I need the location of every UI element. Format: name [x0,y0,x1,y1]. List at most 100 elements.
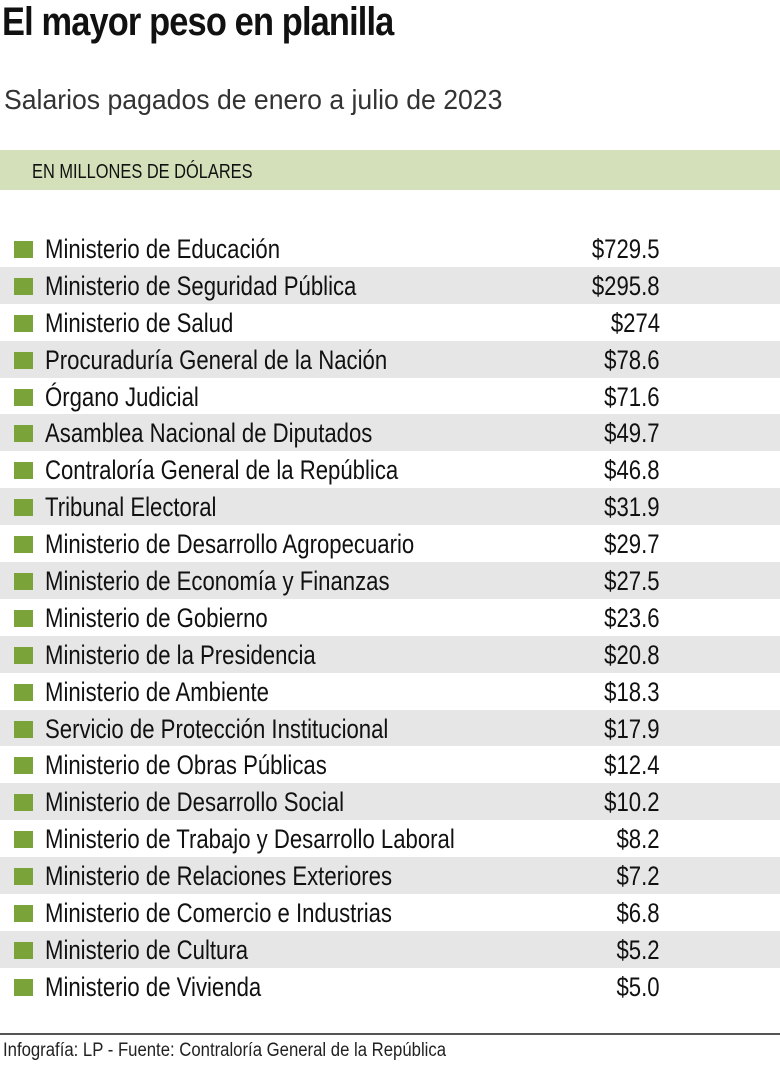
table-row: Contraloría General de la República $46.… [0,451,780,488]
chart-subtitle: Salarios pagados de enero a julio de 202… [4,84,529,116]
row-value-text: $729.5 [592,234,660,264]
row-value-text: $5.2 [616,934,660,965]
table-row: Ministerio de Educación $729.5 [0,230,780,267]
marker-square-icon [14,868,33,886]
table-row: Ministerio de la Presidencia $20.8 [0,635,780,673]
row-label: Ministerio de Trabajo y Desarrollo Labor… [45,824,545,855]
row-value-text: $7.2 [616,861,660,892]
row-value: $295.8 [577,271,660,302]
row-value: $20.8 [592,640,660,671]
row-label: Asamblea Nacional de Diputados [45,418,444,449]
marker-square-icon [14,573,33,591]
table-row: Procuraduría General de la Nación $78.6 [0,340,780,378]
marker-square-icon [14,425,33,443]
row-label: Ministerio de Salud [45,308,275,339]
row-value: $27.5 [592,566,660,597]
row-value-text: $31.9 [604,492,660,523]
unit-text: EN MILLONES DE DÓLARES [32,161,253,183]
table-row: Asamblea Nacional de Diputados $49.7 [0,414,780,452]
table-row: Ministerio de Vivienda $5.0 [0,968,780,1005]
row-label: Ministerio de la Presidencia [45,640,375,671]
table-row: Ministerio de Trabajo y Desarrollo Labor… [0,820,780,857]
row-label-text: Ministerio de Comercio e Industrias [45,898,393,929]
marker-square-icon [14,720,33,738]
table-row: Ministerio de Gobierno $23.6 [0,599,780,636]
row-label: Ministerio de Educación [45,234,332,265]
row-label: Ministerio de Cultura [45,935,293,966]
row-label-text: Servicio de Protección Institucional [45,713,389,744]
row-value-text: $8.2 [616,824,660,855]
row-label-text: Ministerio de Ambiente [45,676,269,707]
row-label-text: Ministerio de Vivienda [45,971,262,1002]
row-label-text: Ministerio de Obras Públicas [45,750,327,781]
row-label: Ministerio de Gobierno [45,603,317,634]
marker-square-icon [14,941,33,959]
row-label: Procuraduría General de la Nación [45,345,462,376]
row-value-text: $20.8 [604,639,660,670]
row-value-text: $46.8 [604,455,660,486]
row-value-text: $12.4 [604,750,660,781]
row-value: $10.2 [592,787,660,818]
row-label-text: Ministerio de Salud [45,307,234,338]
row-value: $23.6 [592,603,660,634]
table-row: Ministerio de Seguridad Pública $295.8 [0,266,780,304]
row-label: Ministerio de Relaciones Exteriores [45,861,468,892]
row-value: $78.6 [592,345,660,376]
row-value-text: $29.7 [604,529,660,560]
marker-square-icon [14,646,33,664]
row-value: $5.2 [607,935,660,966]
marker-square-icon [14,905,33,923]
row-value: $31.9 [592,492,660,523]
unit-label: EN MILLONES DE DÓLARES [32,161,301,184]
row-value-text: $71.6 [604,381,660,412]
row-value: $12.4 [592,750,660,781]
row-value: $6.8 [607,898,660,929]
row-label-text: Ministerio de Relaciones Exteriores [45,861,393,892]
row-label: Órgano Judicial [45,382,233,413]
row-value-text: $78.6 [604,344,660,375]
row-value: $5.0 [607,972,660,1003]
row-value-text: $49.7 [604,418,660,449]
title-text: El mayor peso en planilla [2,0,394,44]
footer-text: Infografía: LP - Fuente: Contraloría Gen… [3,1040,447,1061]
marker-square-icon [14,831,33,849]
row-label: Ministerio de Seguridad Pública [45,271,425,302]
row-label-text: Procuraduría General de la Nación [45,344,388,375]
marker-square-icon [14,757,33,775]
table-row: Ministerio de Desarrollo Social $10.2 [0,783,780,821]
row-value-text: $5.0 [616,971,660,1002]
row-value: $46.8 [592,455,660,486]
row-label-text: Tribunal Electoral [45,492,217,523]
row-value: $49.7 [592,418,660,449]
row-value-text: $23.6 [604,602,660,633]
table-row: Ministerio de Ambiente $18.3 [0,673,780,710]
row-value-text: $27.5 [604,566,660,597]
marker-square-icon [14,609,33,627]
row-value: $7.2 [607,861,660,892]
marker-square-icon [14,462,33,480]
row-value: $18.3 [592,677,660,708]
row-label: Servicio de Protección Institucional [45,714,464,745]
marker-square-icon [14,683,33,701]
row-value-text: $10.2 [604,787,660,818]
table-row: Ministerio de Comercio e Industrias $6.8 [0,894,780,931]
table-row: Órgano Judicial $71.6 [0,378,780,415]
row-label: Contraloría General de la República [45,455,476,486]
table-row: Tribunal Electoral $31.9 [0,488,780,526]
table-row: Ministerio de Economía y Finanzas $27.5 [0,562,780,599]
row-label: Ministerio de Desarrollo Social [45,787,410,818]
row-value-text: $18.3 [604,676,660,707]
unit-band: EN MILLONES DE DÓLARES [0,150,780,190]
row-label-text: Ministerio de Gobierno [45,602,268,633]
marker-square-icon [14,277,33,295]
marker-square-icon [14,241,33,258]
row-label-text: Ministerio de Seguridad Pública [45,270,357,301]
row-label-text: Contraloría General de la República [45,455,399,486]
row-value-text: $6.8 [616,898,660,929]
row-value: $71.6 [592,382,660,413]
row-label: Ministerio de Obras Públicas [45,750,389,781]
row-label-text: Ministerio de Trabajo y Desarrollo Labor… [45,824,455,855]
row-value-text: $17.9 [604,713,660,744]
marker-square-icon [14,314,33,332]
row-label-text: Ministerio de Desarrollo Social [45,787,345,818]
